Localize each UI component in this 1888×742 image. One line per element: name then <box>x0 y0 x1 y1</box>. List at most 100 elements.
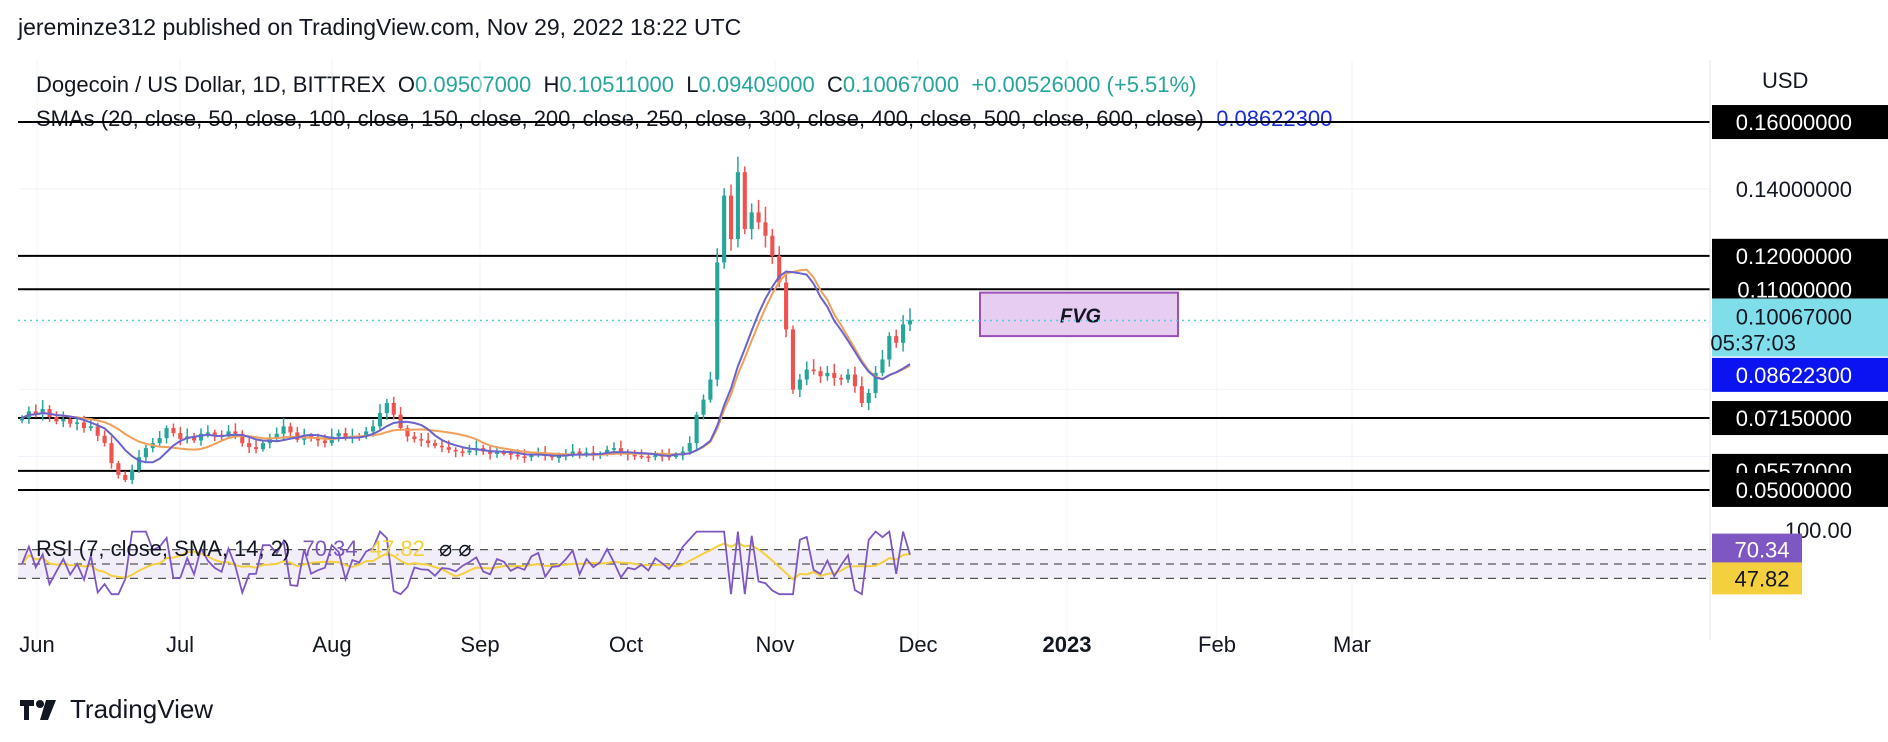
sma-price-badge-bg <box>1712 357 1888 392</box>
candle-body <box>384 402 389 414</box>
rsi-legend[interactable]: RSI (7, close, SMA, 14, 2) 70.34 47.82 ⌀… <box>36 536 472 562</box>
sma-price-badge: 0.08622300 <box>1736 363 1852 388</box>
candle-body <box>804 369 809 380</box>
hide-ma-icon[interactable]: ⌀ <box>458 536 472 561</box>
candle-body <box>136 457 142 470</box>
sma-legend[interactable]: SMAs (20, close, 50, close, 100, close, … <box>36 106 1332 132</box>
candle-body <box>315 438 321 441</box>
candle-body <box>866 392 871 403</box>
high-label: H <box>543 72 560 97</box>
candle-body <box>178 433 183 440</box>
candle-body <box>295 432 300 440</box>
fvg-rect <box>979 291 1179 338</box>
candle-body <box>618 448 623 453</box>
candle-body <box>40 409 45 414</box>
candle-body <box>212 432 217 435</box>
publisher-line: jereminze312 published on TradingView.co… <box>18 14 742 40</box>
rsi-value: 70.34 <box>302 536 358 561</box>
candle-body <box>102 435 107 444</box>
high-value: 0.10511000 <box>559 72 675 97</box>
candle-body <box>281 426 286 434</box>
candle-body <box>797 379 802 390</box>
candle-body <box>653 455 658 458</box>
footer-brand-label: TradingView <box>70 694 214 724</box>
axis-label-0715-bg <box>1712 401 1888 436</box>
candle-body <box>75 422 80 424</box>
close-label: C <box>826 72 843 97</box>
candle-body <box>611 448 617 450</box>
axis-label-005: 0.05000000 <box>1736 478 1852 503</box>
candle-body <box>233 431 238 434</box>
tradingview-logo-icon <box>20 699 56 720</box>
candle-body <box>501 452 506 454</box>
candle-body <box>322 440 327 444</box>
candle-body <box>439 445 444 448</box>
candle-body <box>715 262 720 380</box>
candle-body <box>770 235 775 256</box>
candle-body <box>901 324 906 343</box>
candle-body <box>405 428 410 437</box>
horizontal-levels <box>18 121 1710 491</box>
x-tick-aug: Aug <box>312 632 351 657</box>
candle-body <box>818 371 823 377</box>
candle-body <box>570 451 575 455</box>
candle-body <box>825 372 830 377</box>
candle-body <box>790 329 796 390</box>
rsi-ma-badge: 47.82 <box>1734 566 1789 591</box>
rsi-ma-badge-bg <box>1712 562 1802 595</box>
candle-body <box>852 374 857 387</box>
price-chart[interactable]: FVG USD 0.16000000 0.14000000 0.12000000 0.1… <box>0 0 1888 700</box>
candle-body <box>19 418 25 421</box>
candle-body <box>446 447 451 450</box>
candle-body <box>646 456 651 459</box>
candle-body <box>371 426 376 432</box>
x-tick-oct: Oct <box>609 632 643 657</box>
low-value: 0.09409000 <box>698 72 815 97</box>
candle-body <box>694 414 699 444</box>
candle-body <box>33 411 38 414</box>
candle-body <box>701 399 706 415</box>
candle-body <box>880 359 885 373</box>
x-tick-sep: Sep <box>460 632 499 657</box>
rsi-label: RSI (7, close, SMA, 14, 2) <box>36 536 291 561</box>
candle-body <box>529 454 534 458</box>
candle-body <box>873 372 878 393</box>
rsi-badge-bg <box>1712 533 1802 566</box>
countdown-label: 05:37:03 <box>1710 330 1796 355</box>
rsi-ma-value: 47.82 <box>369 536 425 561</box>
axis-label-016: 0.16000000 <box>1736 110 1852 135</box>
candle-body <box>839 377 844 380</box>
last-price-bg <box>1712 298 1888 357</box>
low-label: L <box>686 72 699 97</box>
candle-body <box>460 451 465 453</box>
candle-body <box>157 438 162 444</box>
candle-body <box>515 454 520 457</box>
candle-body <box>198 433 204 441</box>
candle-body <box>171 428 176 434</box>
time-axis: Jun Jul Aug Sep Oct Nov Dec 2023 Feb Mar <box>19 632 1371 657</box>
candle-body <box>584 452 589 454</box>
candle-body <box>274 433 279 439</box>
candle-body <box>192 436 197 441</box>
close-value: 0.10067000 <box>842 72 960 97</box>
candle-body <box>673 455 679 457</box>
candle-body <box>54 417 59 422</box>
footer-brand[interactable]: TradingView <box>18 694 213 725</box>
hide-icon[interactable]: ⌀ <box>439 536 453 561</box>
x-tick-dec: Dec <box>898 632 937 657</box>
candle-body <box>426 440 431 444</box>
candle-body <box>488 451 493 454</box>
candle-body <box>467 450 472 453</box>
symbol-name[interactable]: Dogecoin / US Dollar, 1D, BITTREX <box>36 72 386 97</box>
open-value: 0.09507000 <box>415 72 532 97</box>
last-price-label: 0.10067000 <box>1736 304 1852 329</box>
candle-body <box>708 379 713 400</box>
x-tick-jul: Jul <box>166 632 194 657</box>
candle-body <box>742 172 747 230</box>
sma-lines <box>21 268 911 464</box>
candle-body <box>419 439 424 441</box>
fvg-zone: FVG <box>979 291 1179 338</box>
currency-label: USD <box>1762 68 1808 93</box>
candle-body <box>95 426 100 436</box>
candle-body <box>784 282 789 330</box>
